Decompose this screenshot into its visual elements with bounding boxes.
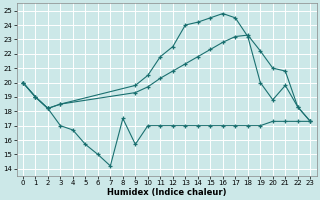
- X-axis label: Humidex (Indice chaleur): Humidex (Indice chaleur): [107, 188, 226, 197]
